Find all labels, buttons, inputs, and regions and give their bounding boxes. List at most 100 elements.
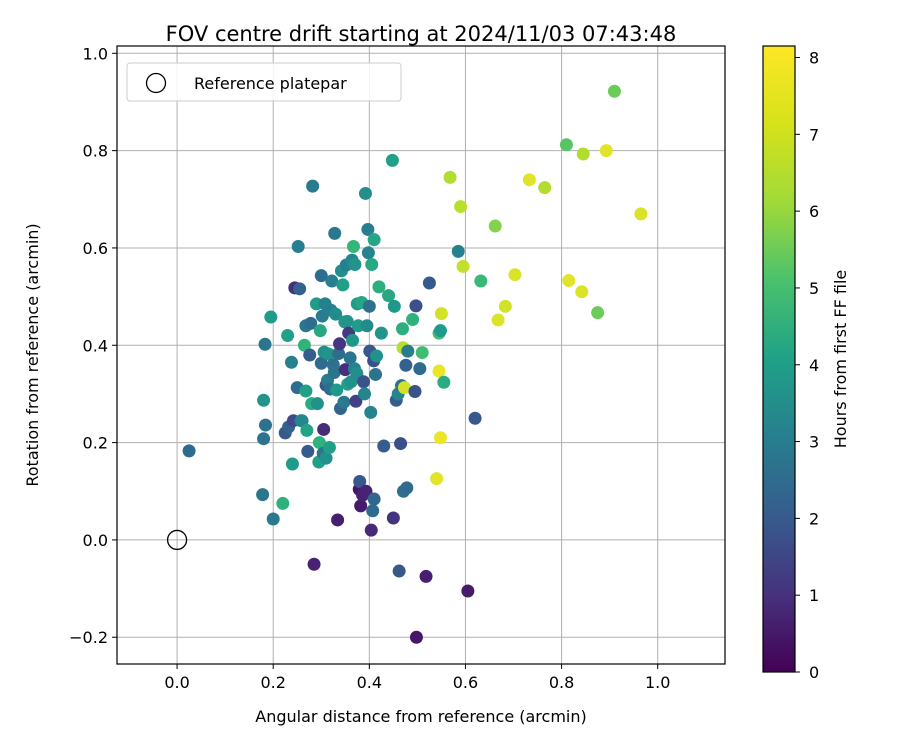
data-point	[392, 564, 406, 578]
data-point	[281, 329, 295, 343]
data-point	[284, 355, 298, 369]
data-point	[257, 432, 271, 446]
data-point	[285, 457, 299, 471]
data-point	[382, 289, 396, 303]
data-point	[575, 285, 589, 299]
data-point	[293, 282, 307, 296]
colorbar-ticks: 0 1 2 3 4 5 6 7 8	[795, 49, 819, 682]
data-point	[409, 630, 423, 644]
data-point	[321, 347, 335, 361]
data-point	[330, 383, 344, 397]
data-point	[258, 337, 272, 351]
data-point	[415, 346, 429, 360]
data-point	[562, 274, 576, 288]
data-point	[538, 181, 552, 195]
plot-frame	[116, 45, 726, 665]
data-point	[264, 310, 278, 324]
data-point	[367, 233, 381, 247]
data-point	[307, 557, 321, 571]
y-tick-label: −0.2	[69, 628, 108, 647]
data-point	[474, 274, 488, 288]
reference-marker	[166, 529, 188, 551]
data-point	[365, 257, 379, 271]
x-axis-ticks: 0.0 0.2 0.4 0.6 0.8 1.0	[164, 664, 670, 692]
legend-reference-marker	[145, 72, 167, 94]
x-tick-label: 0.2	[260, 673, 285, 692]
data-point	[340, 314, 354, 328]
x-axis-label: Angular distance from reference (arcmin)	[255, 707, 586, 726]
data-point	[430, 472, 444, 486]
legend: Reference platepar	[126, 62, 402, 102]
data-point	[451, 244, 465, 258]
data-point	[397, 381, 411, 395]
data-point	[413, 362, 427, 376]
x-tick-label: 1.0	[645, 673, 670, 692]
data-point	[432, 364, 446, 378]
data-point	[346, 239, 360, 253]
data-point	[491, 313, 505, 327]
data-point	[358, 186, 372, 200]
data-point	[367, 492, 381, 506]
legend-label-reference: Reference platepar	[194, 74, 347, 93]
data-point	[437, 375, 451, 389]
data-point	[336, 278, 350, 292]
data-point	[301, 444, 315, 458]
data-point	[297, 338, 311, 352]
y-tick-label: 0.6	[83, 239, 108, 258]
data-point	[343, 351, 357, 365]
data-points	[182, 84, 648, 644]
data-point	[406, 312, 420, 326]
data-point	[559, 138, 573, 152]
data-point	[408, 384, 422, 398]
colorbar-tick-label: 2	[809, 509, 819, 528]
data-point	[327, 366, 341, 380]
data-point	[386, 511, 400, 525]
data-point	[319, 451, 333, 465]
y-tick-label: 0.4	[83, 336, 108, 355]
data-point	[366, 504, 380, 518]
data-point	[364, 405, 378, 419]
data-point	[374, 326, 388, 340]
data-point	[387, 299, 401, 313]
y-tick-label: 0.2	[83, 434, 108, 453]
data-point	[310, 397, 324, 411]
colorbar-label: Hours from first FF file	[831, 270, 850, 449]
data-point	[361, 246, 375, 260]
data-point	[488, 219, 502, 233]
data-point	[359, 484, 373, 498]
data-point	[348, 257, 362, 271]
data-point	[303, 348, 317, 362]
data-point	[328, 226, 342, 240]
data-point	[443, 170, 457, 184]
data-point	[354, 499, 368, 513]
colorbar-tick-label: 6	[809, 202, 819, 221]
data-point	[422, 276, 436, 290]
y-axis-ticks: −0.2 0.0 0.2 0.4 0.6 0.8 1.0	[69, 44, 117, 647]
data-point	[325, 274, 339, 288]
data-point	[349, 394, 363, 408]
data-point	[300, 423, 314, 437]
colorbar-tick-label: 1	[809, 586, 819, 605]
data-point	[461, 584, 475, 598]
data-point	[276, 496, 290, 510]
data-point	[295, 414, 309, 428]
data-point	[434, 307, 448, 321]
data-point	[369, 367, 383, 381]
data-point	[591, 306, 605, 320]
data-point	[433, 324, 447, 338]
data-point	[400, 481, 414, 495]
data-point	[322, 440, 336, 454]
data-point	[508, 268, 522, 282]
data-point	[433, 431, 447, 445]
y-tick-label: 0.0	[83, 531, 108, 550]
data-point	[266, 512, 280, 526]
data-point	[259, 418, 273, 432]
data-point	[599, 144, 613, 158]
chart-title: FOV centre drift starting at 2024/11/03 …	[166, 22, 677, 46]
data-point	[357, 375, 371, 389]
grid-lines	[117, 46, 725, 664]
data-point	[468, 411, 482, 425]
x-tick-label: 0.6	[453, 673, 478, 692]
y-tick-label: 1.0	[83, 44, 108, 63]
